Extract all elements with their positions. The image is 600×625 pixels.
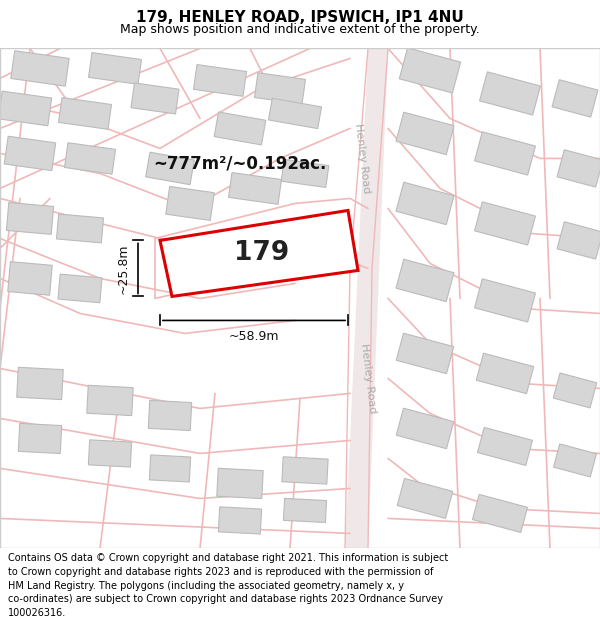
- Polygon shape: [476, 353, 534, 394]
- Text: co-ordinates) are subject to Crown copyright and database rights 2023 Ordnance S: co-ordinates) are subject to Crown copyr…: [8, 594, 443, 604]
- Polygon shape: [396, 259, 454, 302]
- Text: ~58.9m: ~58.9m: [229, 331, 279, 344]
- Text: Map shows position and indicative extent of the property.: Map shows position and indicative extent…: [120, 22, 480, 36]
- Polygon shape: [149, 455, 191, 482]
- Text: ~777m²/~0.192ac.: ~777m²/~0.192ac.: [154, 154, 326, 173]
- Polygon shape: [557, 222, 600, 259]
- Text: ~25.8m: ~25.8m: [117, 243, 130, 294]
- Polygon shape: [7, 202, 53, 234]
- Polygon shape: [88, 440, 131, 467]
- Polygon shape: [283, 498, 326, 522]
- Polygon shape: [268, 98, 322, 129]
- Polygon shape: [399, 48, 461, 93]
- Text: to Crown copyright and database rights 2023 and is reproduced with the permissio: to Crown copyright and database rights 2…: [8, 567, 433, 577]
- Polygon shape: [160, 211, 358, 296]
- Polygon shape: [475, 132, 535, 175]
- Polygon shape: [148, 401, 192, 431]
- Polygon shape: [557, 150, 600, 187]
- Polygon shape: [396, 182, 454, 224]
- Text: HM Land Registry. The polygons (including the associated geometry, namely x, y: HM Land Registry. The polygons (includin…: [8, 581, 404, 591]
- Polygon shape: [552, 80, 598, 117]
- Polygon shape: [87, 385, 133, 416]
- Text: Henley Road: Henley Road: [359, 343, 377, 414]
- Polygon shape: [396, 408, 454, 449]
- Polygon shape: [281, 159, 329, 188]
- Polygon shape: [166, 186, 214, 221]
- Text: 179, HENLEY ROAD, IPSWICH, IP1 4NU: 179, HENLEY ROAD, IPSWICH, IP1 4NU: [136, 10, 464, 25]
- Polygon shape: [396, 333, 454, 374]
- Polygon shape: [282, 457, 328, 484]
- Polygon shape: [17, 368, 63, 399]
- Polygon shape: [131, 83, 179, 114]
- Polygon shape: [217, 468, 263, 499]
- Polygon shape: [478, 428, 533, 466]
- Polygon shape: [4, 136, 56, 171]
- Polygon shape: [64, 142, 116, 174]
- Polygon shape: [18, 423, 62, 454]
- Polygon shape: [475, 202, 535, 245]
- Polygon shape: [554, 444, 596, 477]
- Text: Henley Road: Henley Road: [353, 123, 371, 194]
- Polygon shape: [194, 64, 247, 96]
- Polygon shape: [146, 152, 194, 184]
- Polygon shape: [475, 279, 535, 322]
- Polygon shape: [479, 72, 541, 115]
- Polygon shape: [229, 173, 281, 204]
- Polygon shape: [396, 112, 454, 154]
- Polygon shape: [254, 72, 305, 104]
- Polygon shape: [345, 48, 388, 549]
- Polygon shape: [0, 91, 52, 126]
- Polygon shape: [59, 98, 112, 129]
- Polygon shape: [553, 373, 597, 408]
- Polygon shape: [214, 112, 266, 145]
- Polygon shape: [56, 214, 104, 243]
- Polygon shape: [11, 51, 69, 86]
- Polygon shape: [397, 479, 453, 518]
- Polygon shape: [89, 52, 142, 84]
- Polygon shape: [218, 507, 262, 534]
- Text: Contains OS data © Crown copyright and database right 2021. This information is : Contains OS data © Crown copyright and d…: [8, 554, 448, 564]
- Text: 100026316.: 100026316.: [8, 608, 66, 618]
- Polygon shape: [8, 262, 52, 295]
- Polygon shape: [58, 274, 102, 302]
- Text: 179: 179: [235, 241, 290, 266]
- Polygon shape: [472, 494, 527, 532]
